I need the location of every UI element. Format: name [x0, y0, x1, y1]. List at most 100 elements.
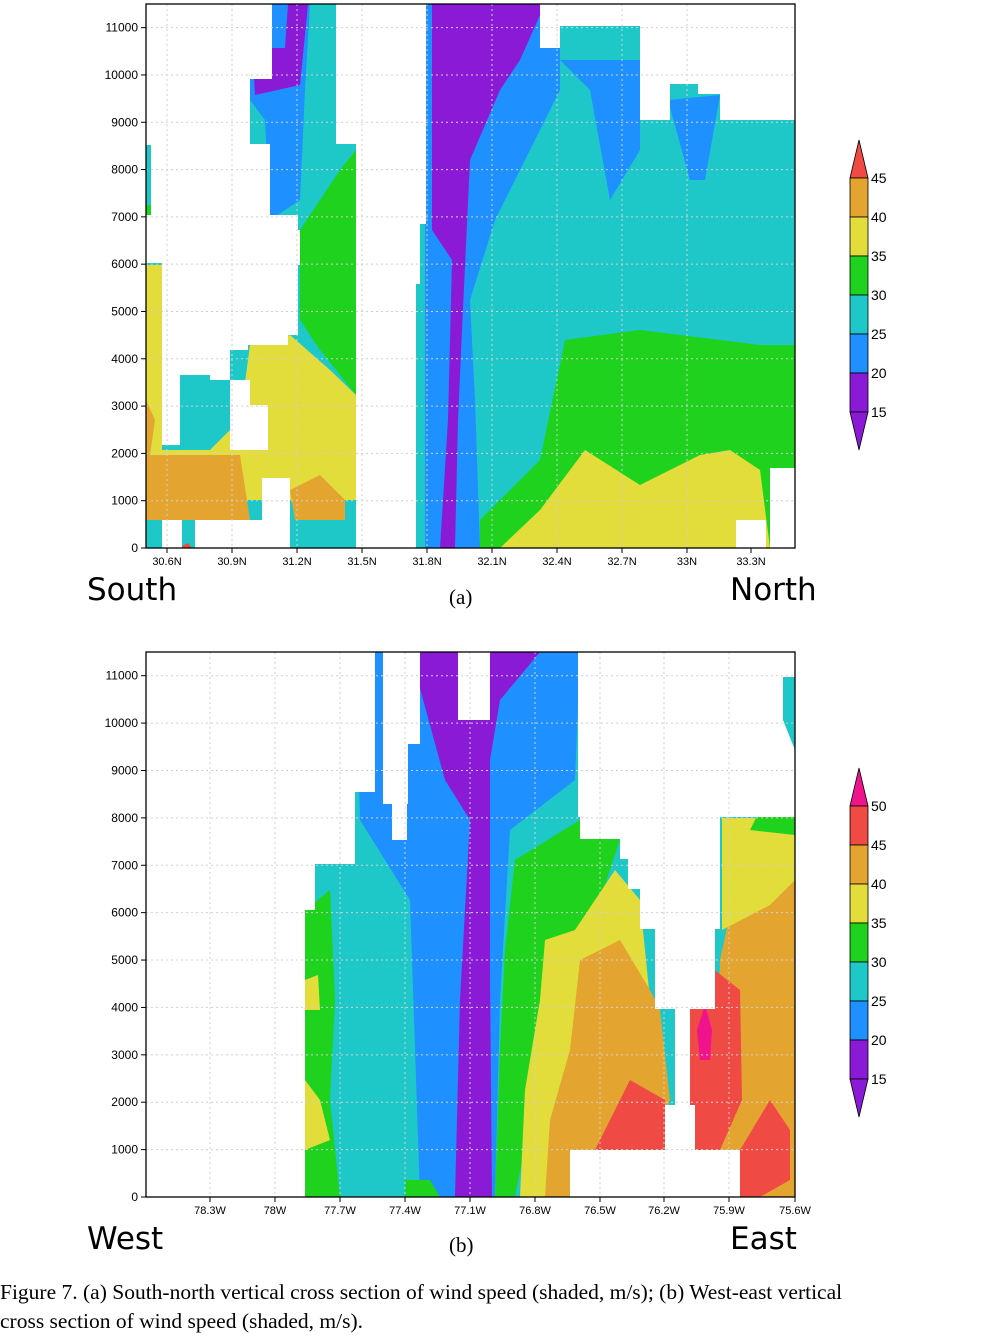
x-tick-label: 31.8N	[412, 556, 441, 568]
y-tick-label: 6000	[111, 257, 138, 271]
x-tick-label: 32.1N	[477, 556, 506, 568]
colorbar-label: 25	[871, 326, 887, 342]
caption-line-1: Figure 7. (a) South-north vertical cross…	[0, 1280, 843, 1304]
field-blue-right	[668, 95, 720, 180]
y-tick-label: 8000	[111, 811, 138, 825]
direction-north-label: North	[730, 572, 817, 608]
chart-b: 0 1000 2000 3000 4000 5000 6000 7000 8000 9000 100…	[105, 651, 887, 1217]
colorbar-segment	[849, 805, 869, 846]
y-tick-label: 10000	[105, 68, 139, 82]
y-tick-label: 0	[131, 541, 138, 555]
y-axis-b: 0 1000 2000 3000 4000 5000 6000 7000 8000 9000 100…	[105, 669, 146, 1204]
x-tick-label: 77.4W	[389, 1205, 421, 1217]
field-yellow-right-b	[722, 818, 795, 930]
y-tick-label: 7000	[111, 858, 138, 872]
colorbar-label: 30	[871, 954, 887, 970]
y-tick-label: 0	[131, 1190, 138, 1204]
direction-south-label: South	[87, 572, 178, 608]
y-tick-label: 4000	[111, 352, 138, 366]
x-tick-label: 32.7N	[607, 556, 636, 568]
field-red-right-2-b	[740, 1100, 790, 1197]
colorbar-label: 20	[871, 1032, 887, 1048]
chart-a: 0 1000 2000 3000 4000 5000 6000 7000 8000 9000 100…	[105, 3, 887, 568]
colorbar-label: 15	[871, 404, 887, 420]
colorbar-segment	[849, 1039, 869, 1080]
x-tick-label: 77.7W	[324, 1205, 356, 1217]
field-green-top	[300, 150, 356, 395]
x-tick-label: 30.9N	[217, 556, 246, 568]
plot-frame-a	[145, 3, 796, 549]
field-blue-mid	[560, 60, 640, 200]
colorbar-label: 25	[871, 993, 887, 1009]
blank-mask	[146, 4, 795, 548]
y-axis-a: 0 1000 2000 3000 4000 5000 6000 7000 8000 9000 100…	[105, 21, 146, 555]
colorbar-segment	[849, 961, 869, 1002]
x-tick-label: 77.1W	[454, 1205, 486, 1217]
field-magenta-b	[697, 1005, 712, 1060]
chart-b-field	[146, 652, 795, 1197]
colorbar-label: 45	[871, 837, 887, 853]
colorbar-segment	[849, 216, 869, 257]
x-tick-label: 76.5W	[584, 1205, 616, 1217]
field-purple	[432, 4, 545, 548]
colorbar-segment	[849, 255, 869, 296]
y-tick-label: 11000	[106, 669, 139, 683]
x-tick-label: 76.8W	[519, 1205, 551, 1217]
colorbar-label: 20	[871, 365, 887, 381]
field-purple-b	[410, 652, 540, 1197]
colorbar-a: 45 40 35 30 25 20 15	[849, 139, 887, 451]
direction-east-label: East	[730, 1221, 797, 1257]
field-yellow-left-b	[305, 1080, 330, 1150]
colorbar-segment	[849, 922, 869, 963]
colorbar-bottom-arrow	[849, 411, 869, 451]
x-tick-label: 32.4N	[542, 556, 571, 568]
colorbar-segment	[849, 333, 869, 374]
field-red-b	[595, 1080, 665, 1150]
y-tick-label: 2000	[111, 1095, 138, 1109]
grid-a	[146, 4, 795, 548]
x-tick-label: 78W	[264, 1205, 287, 1217]
colorbar-label: 45	[871, 170, 887, 186]
y-tick-label: 3000	[111, 1048, 138, 1062]
colorbar-label: 35	[871, 248, 887, 264]
field-cyan-left-edge	[146, 145, 151, 205]
colorbar-label: 40	[871, 209, 887, 225]
field-orange-2	[290, 475, 345, 520]
panel-a-label: (a)	[449, 585, 473, 609]
colorbar-label: 15	[871, 1071, 887, 1087]
y-tick-label: 1000	[111, 1143, 138, 1157]
y-tick-label: 5000	[111, 304, 138, 318]
y-tick-label: 9000	[111, 763, 138, 777]
field-green-small-b	[405, 1180, 440, 1197]
colorbar-label: 50	[871, 798, 887, 814]
x-tick-label: 78.3W	[194, 1205, 226, 1217]
blank-mask-b	[146, 652, 795, 1197]
colorbar-label: 35	[871, 915, 887, 931]
y-tick-label: 5000	[111, 953, 138, 967]
colorbar-b: 50 45 40 35 30 25 20 15	[849, 767, 887, 1118]
y-tick-label: 2000	[111, 446, 138, 460]
colorbar-segment	[849, 177, 869, 218]
y-tick-label: 7000	[111, 210, 138, 224]
colorbar-segment	[849, 294, 869, 335]
y-tick-label: 6000	[111, 906, 138, 920]
field-yellow	[500, 450, 770, 548]
x-tick-label: 31.2N	[282, 556, 311, 568]
caption-line-2: cross section of wind speed (shaded, m/s…	[0, 1309, 364, 1333]
y-tick-label: 8000	[111, 163, 138, 177]
y-tick-label: 3000	[111, 399, 138, 413]
x-axis-b: 78.3W 78W 77.7W 77.4W 77.1W 76.8W 76.5W 76.2W 75…	[194, 1197, 812, 1217]
field-orange	[146, 400, 250, 520]
direction-west-label: West	[87, 1221, 164, 1257]
colorbar-segment	[849, 372, 869, 413]
colorbar-bottom-arrow	[849, 1078, 869, 1118]
colorbar-top-arrow	[849, 767, 869, 807]
field-green-left-edge	[146, 205, 151, 215]
colorbar-segment	[849, 883, 869, 924]
colorbar-segment	[849, 1000, 869, 1041]
x-tick-label: 30.6N	[152, 556, 181, 568]
x-tick-label: 33.3N	[736, 556, 765, 568]
y-tick-label: 9000	[111, 115, 138, 129]
grid-b	[146, 652, 795, 1197]
y-tick-label: 4000	[111, 1000, 138, 1014]
